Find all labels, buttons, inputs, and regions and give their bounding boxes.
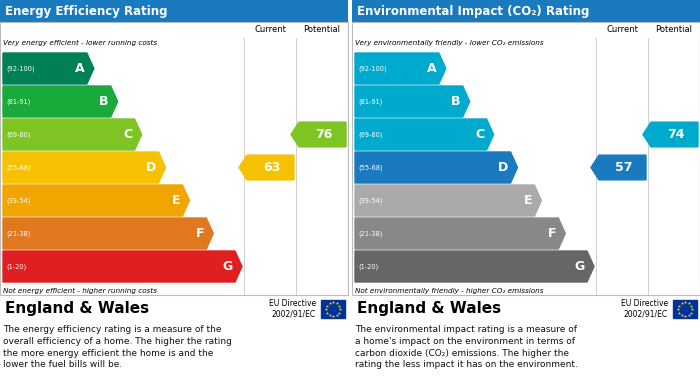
Text: 76: 76 [315,128,332,141]
Polygon shape [591,155,646,180]
Text: D: D [146,161,157,174]
Text: (81-91): (81-91) [6,98,30,105]
Polygon shape [355,119,493,150]
Text: Not energy efficient - higher running costs: Not energy efficient - higher running co… [3,288,157,294]
Polygon shape [291,122,346,147]
Bar [352,0,700,22]
Bar [0,22,348,295]
Text: 74: 74 [667,128,685,141]
Text: Current: Current [606,25,638,34]
Text: G: G [223,260,233,273]
Bar [673,300,697,318]
Text: F: F [548,227,556,240]
Text: (39-54): (39-54) [6,197,30,204]
Bar [244,22,296,38]
Bar [596,22,648,38]
Text: Potential: Potential [655,25,692,34]
Polygon shape [355,53,446,84]
Text: England & Wales: England & Wales [357,301,501,316]
Text: (81-91): (81-91) [358,98,382,105]
Bar [0,0,348,22]
Text: The energy efficiency rating is a measure of the
overall efficiency of a home. T: The energy efficiency rating is a measur… [3,325,232,369]
Text: (55-68): (55-68) [358,164,383,171]
Text: (21-38): (21-38) [358,230,382,237]
Polygon shape [355,185,541,216]
Text: EU Directive
2002/91/EC: EU Directive 2002/91/EC [269,299,316,319]
Text: (1-20): (1-20) [6,263,27,270]
Text: C: C [123,128,132,141]
Bar [352,22,700,295]
Text: EU Directive
2002/91/EC: EU Directive 2002/91/EC [621,299,668,319]
Text: F: F [196,227,204,240]
Polygon shape [3,86,118,117]
Polygon shape [3,53,94,84]
Text: Very environmentally friendly - lower CO₂ emissions: Very environmentally friendly - lower CO… [355,40,544,46]
Polygon shape [643,122,698,147]
Bar [0,22,348,295]
Polygon shape [3,119,141,150]
Text: C: C [475,128,484,141]
Text: 63: 63 [263,161,281,174]
Bar [648,22,700,38]
Text: (92-100): (92-100) [358,65,386,72]
Text: Current: Current [254,25,286,34]
Text: B: B [99,95,108,108]
Polygon shape [355,152,517,183]
Text: England & Wales: England & Wales [5,301,149,316]
Polygon shape [355,251,594,282]
Text: The environmental impact rating is a measure of
a home's impact on the environme: The environmental impact rating is a mea… [355,325,578,369]
Text: Environmental Impact (CO₂) Rating: Environmental Impact (CO₂) Rating [357,5,589,18]
Text: Potential: Potential [304,25,340,34]
Text: A: A [427,62,437,75]
Text: A: A [75,62,85,75]
Text: 57: 57 [615,161,633,174]
Polygon shape [3,218,214,249]
Bar [296,22,348,38]
Bar [0,295,348,323]
Bar [321,300,345,318]
Polygon shape [239,155,294,180]
Text: (1-20): (1-20) [358,263,378,270]
Text: (55-68): (55-68) [6,164,31,171]
Text: D: D [498,161,508,174]
Text: G: G [575,260,585,273]
Bar [352,22,700,295]
Polygon shape [3,251,242,282]
Polygon shape [3,185,190,216]
Text: Energy Efficiency Rating: Energy Efficiency Rating [5,5,167,18]
Text: (39-54): (39-54) [358,197,382,204]
Text: B: B [452,95,461,108]
Text: E: E [524,194,533,207]
Polygon shape [3,152,165,183]
Polygon shape [355,86,470,117]
Text: (92-100): (92-100) [6,65,34,72]
Polygon shape [355,218,566,249]
Text: Very energy efficient - lower running costs: Very energy efficient - lower running co… [3,40,157,46]
Text: (69-80): (69-80) [6,131,31,138]
Text: Not environmentally friendly - higher CO₂ emissions: Not environmentally friendly - higher CO… [355,288,543,294]
Text: (21-38): (21-38) [6,230,30,237]
Text: (69-80): (69-80) [358,131,382,138]
Text: E: E [172,194,181,207]
Bar [352,295,700,323]
